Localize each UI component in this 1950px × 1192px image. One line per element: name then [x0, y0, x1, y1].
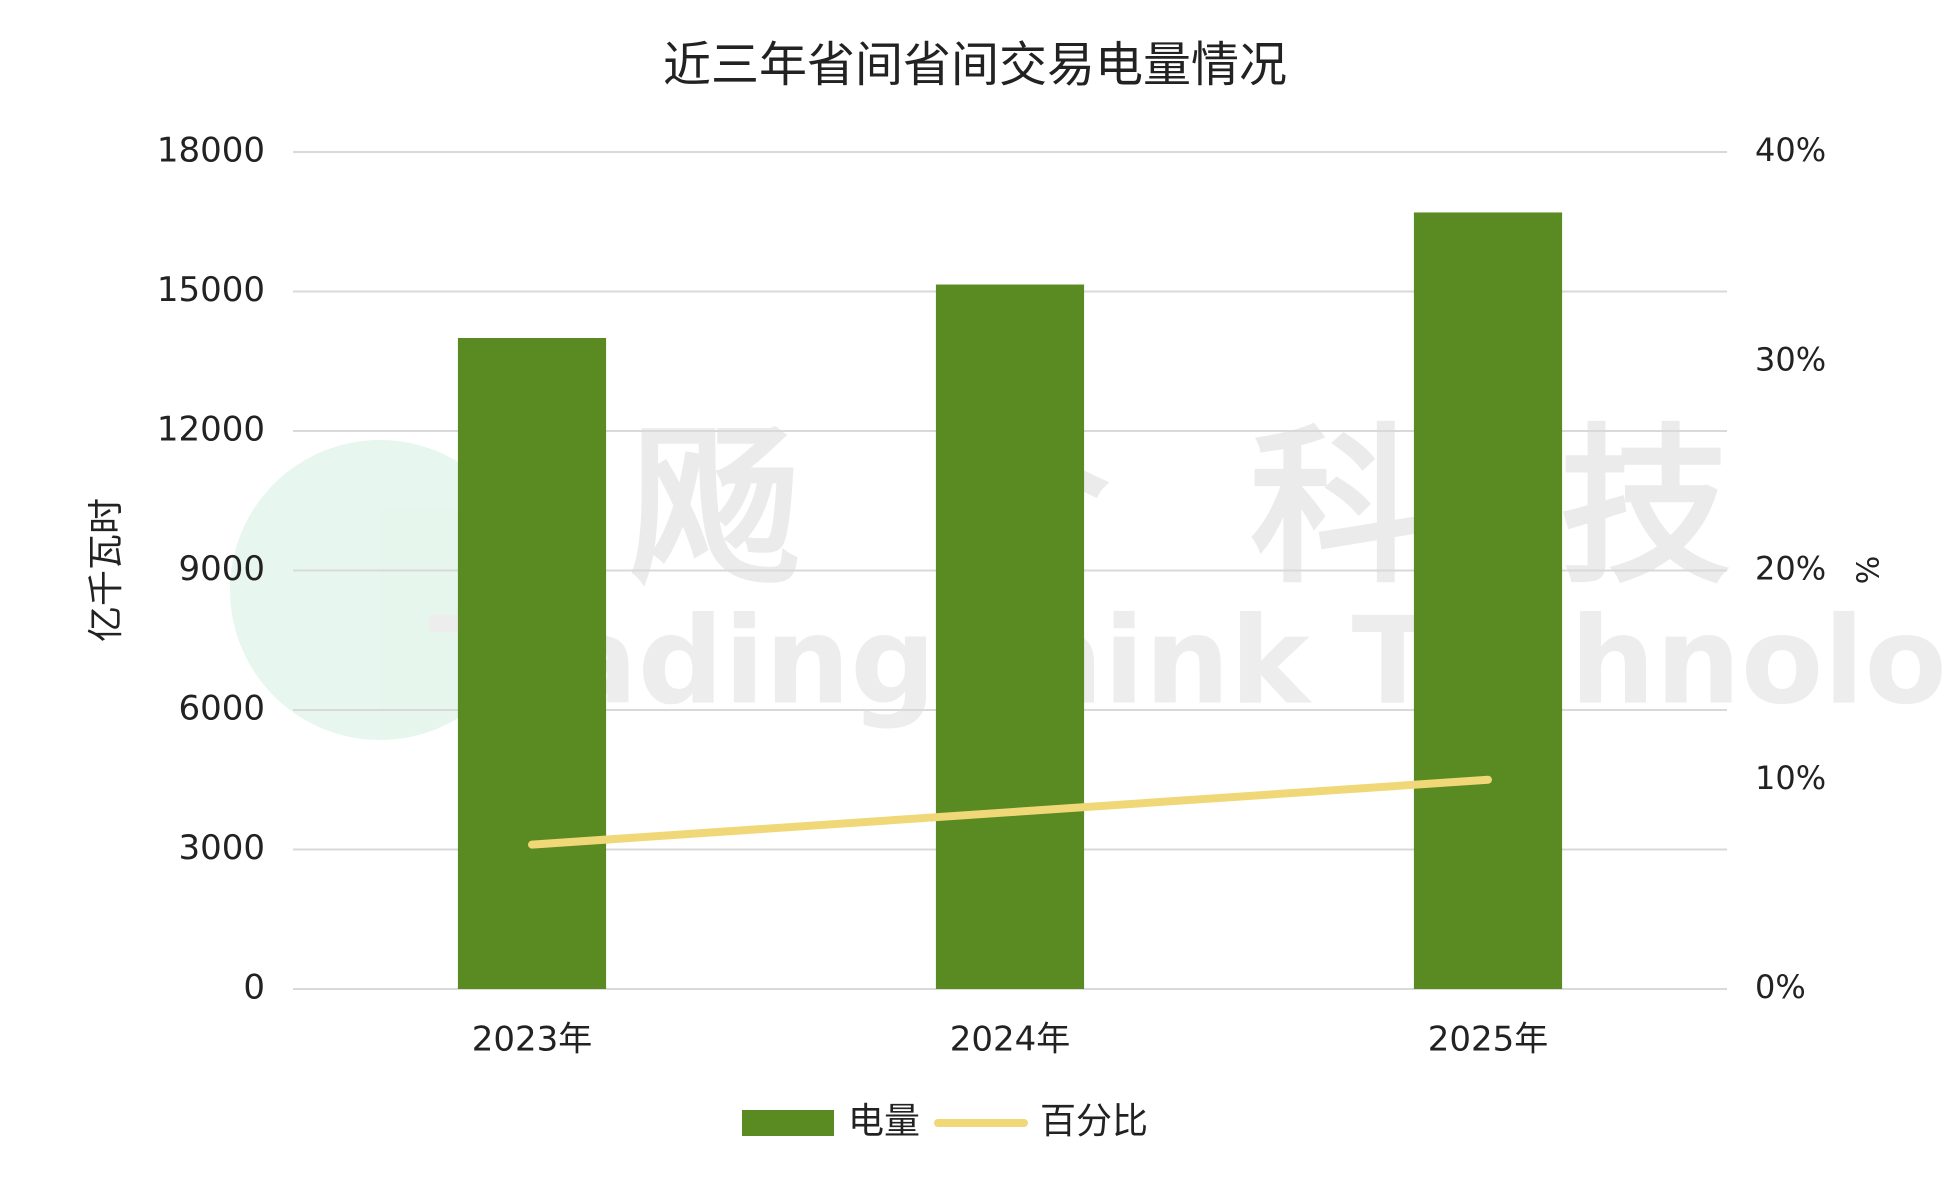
x-tick-label: 2023年: [472, 1020, 593, 1060]
y2-axis-label: %: [1849, 556, 1884, 585]
y-tick-label: 0: [243, 968, 265, 1008]
y2-tick-label: 40%: [1755, 131, 1826, 169]
y-tick-label: 12000: [157, 410, 265, 450]
bar: [457, 338, 607, 989]
x-tick-label: 2025年: [1428, 1020, 1549, 1060]
watermark-logo: [230, 440, 530, 740]
bar: [935, 284, 1085, 989]
legend-label: 百分比: [1040, 1101, 1148, 1142]
legend-label: 电量: [848, 1101, 920, 1142]
y-tick-label: 3000: [178, 828, 265, 868]
line: [528, 775, 1492, 849]
y-tick-label: 15000: [157, 270, 265, 310]
x-tick-label: 2024年: [950, 1020, 1071, 1060]
y-tick-label: 18000: [157, 131, 265, 171]
bar: [1413, 212, 1563, 989]
watermark-text: 飏合科技: [630, 409, 1870, 607]
y2-tick-label: 30%: [1755, 340, 1826, 378]
y2-tick-label: 10%: [1755, 759, 1826, 797]
y-tick-label: 6000: [178, 689, 265, 729]
y-axis-label: 亿千瓦时: [86, 498, 127, 642]
watermark-text: TradingThink Technology: [429, 593, 1950, 732]
chart-title: 近三年省间省间交易电量情况: [663, 37, 1287, 93]
y-tick-label: 9000: [178, 549, 265, 589]
legend-swatch: [742, 1110, 834, 1136]
y2-tick-label: 20%: [1755, 550, 1826, 588]
y2-tick-label: 0%: [1755, 968, 1806, 1006]
